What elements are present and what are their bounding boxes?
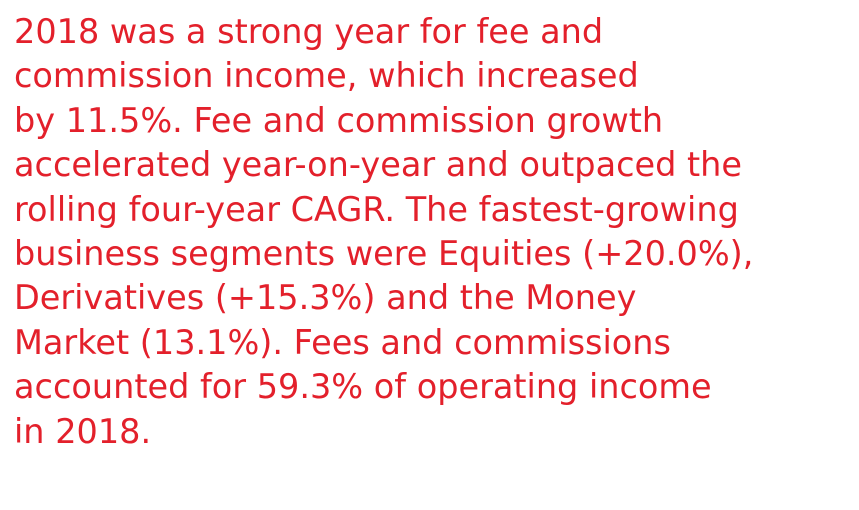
paragraph: 2018 was a strong year for fee and commis… [14,10,753,454]
text-line: Derivatives (+15.3%) and the Money [14,278,637,318]
text-line: in 2018. [14,411,152,451]
text-line: business segments were Equities (+20.0%)… [14,234,754,274]
text-line: rolling four-year CAGR. The fastest-grow… [14,189,739,229]
text-line: commission income, which increased [14,56,639,96]
text-line: accelerated year-on-year and outpaced th… [14,145,743,185]
text-line: Market (13.1%). Fees and commissions [14,322,671,362]
text-line: 2018 was a strong year for fee and [14,12,604,51]
text-line: accounted for 59.3% of operating income [14,367,712,407]
text-line: by 11.5%. Fee and commission growth [14,100,664,140]
